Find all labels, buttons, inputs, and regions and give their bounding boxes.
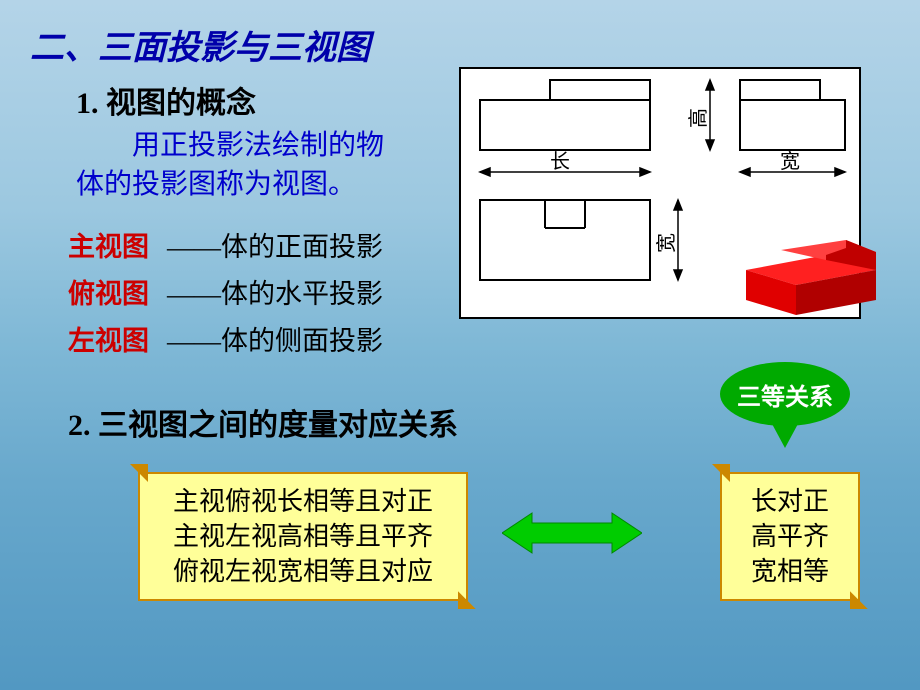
rule-long: 主视左视高相等且平齐 xyxy=(158,519,448,554)
views-list: 主视图 ——体的正面投影 俯视图 ——体的水平投影 左视图 ——体的侧面投影 xyxy=(68,226,383,368)
oval-text: 三等关系 xyxy=(737,377,833,412)
view-desc: ——体的侧面投影 xyxy=(167,320,383,363)
rule-short: 高平齐 xyxy=(740,519,840,554)
view-row: 左视图 ——体的侧面投影 xyxy=(68,320,383,363)
view-row: 主视图 ——体的正面投影 xyxy=(68,226,383,269)
rules-short-box: 长对正 高平齐 宽相等 xyxy=(720,472,860,601)
rule-long: 主视俯视长相等且对正 xyxy=(158,484,448,519)
isometric-3d-icon xyxy=(726,230,886,330)
view-desc: ——体的正面投影 xyxy=(167,226,383,269)
view-desc: ——体的水平投影 xyxy=(167,273,383,316)
label-length: 长 xyxy=(550,150,570,173)
view-name: 俯视图 xyxy=(68,273,149,316)
label-height: 高 xyxy=(687,108,710,128)
relation-oval: 三等关系 xyxy=(720,362,850,426)
main-title: 二、三面投影与三视图 xyxy=(30,20,370,69)
view-name: 主视图 xyxy=(68,226,149,269)
rule-short: 宽相等 xyxy=(740,554,840,589)
rules-long-box: 主视俯视长相等且对正 主视左视高相等且平齐 俯视左视宽相等且对应 xyxy=(138,472,468,601)
desc-line2: 体的投影图称为视图。 xyxy=(76,169,356,200)
rule-long: 俯视左视宽相等且对应 xyxy=(158,554,448,589)
subtitle-2: 2. 三视图之间的度量对应关系 xyxy=(68,400,458,444)
label-width2: 宽 xyxy=(780,150,800,173)
desc-line1: 用正投影法绘制的物 xyxy=(132,130,384,161)
double-arrow-icon xyxy=(502,508,642,558)
view-name: 左视图 xyxy=(68,320,149,363)
rule-short: 长对正 xyxy=(740,484,840,519)
description: 用正投影法绘制的物 体的投影图称为视图。 xyxy=(76,126,436,204)
subtitle-1: 1. 视图的概念 xyxy=(76,78,256,122)
view-row: 俯视图 ——体的水平投影 xyxy=(68,273,383,316)
label-width: 宽 xyxy=(655,233,678,253)
